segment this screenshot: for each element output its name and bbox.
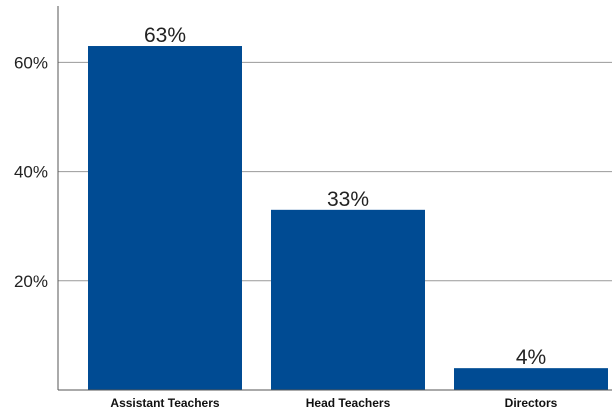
- data-label: 4%: [516, 346, 546, 369]
- bar-head-teachers: [271, 209, 425, 390]
- labels: 20% 40% 60% 63% Assistant Teachers 33% Head Te…: [14, 24, 558, 410]
- data-label: 63%: [144, 24, 186, 47]
- x-tick-label: Head Teachers: [306, 396, 391, 410]
- bars: [88, 46, 608, 391]
- axes: [57, 6, 612, 391]
- y-tick-label: 40%: [14, 163, 48, 182]
- bar-assistant-teachers: [88, 46, 242, 391]
- y-tick-label: 60%: [14, 53, 48, 72]
- y-tick-label: 20%: [14, 272, 48, 291]
- bar-directors: [454, 368, 608, 390]
- data-label: 33%: [327, 188, 369, 211]
- x-tick-label: Assistant Teachers: [110, 396, 219, 410]
- x-tick-label: Directors: [505, 396, 558, 410]
